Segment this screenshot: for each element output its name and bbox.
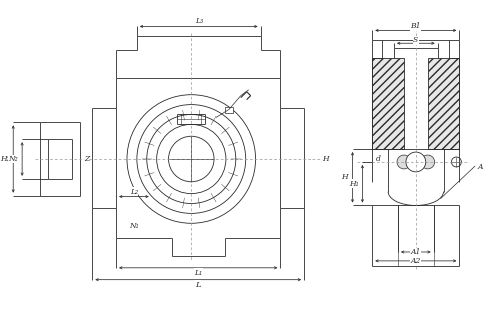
Text: H: H bbox=[341, 173, 347, 181]
Text: A2: A2 bbox=[411, 257, 421, 265]
Text: N₂: N₂ bbox=[8, 155, 18, 163]
Text: S: S bbox=[413, 36, 419, 44]
Text: H₁: H₁ bbox=[349, 180, 359, 188]
Circle shape bbox=[409, 155, 423, 169]
Bar bbox=[372, 58, 404, 149]
Text: H₂: H₂ bbox=[0, 155, 9, 163]
Text: A: A bbox=[477, 163, 483, 171]
Text: A1: A1 bbox=[411, 248, 421, 256]
Text: L₁: L₁ bbox=[194, 269, 202, 277]
Circle shape bbox=[421, 155, 434, 169]
Circle shape bbox=[452, 157, 461, 167]
Text: H: H bbox=[322, 155, 329, 163]
Text: N₁: N₁ bbox=[129, 222, 139, 230]
Bar bbox=[225, 107, 233, 113]
Text: Z: Z bbox=[85, 155, 90, 163]
Circle shape bbox=[397, 155, 411, 169]
Text: L₃: L₃ bbox=[195, 17, 203, 25]
Text: L: L bbox=[195, 281, 201, 288]
Bar bbox=[428, 58, 460, 149]
Text: L₂: L₂ bbox=[130, 188, 138, 196]
Circle shape bbox=[406, 152, 426, 172]
Text: B1: B1 bbox=[411, 23, 421, 30]
Text: d: d bbox=[376, 155, 381, 163]
